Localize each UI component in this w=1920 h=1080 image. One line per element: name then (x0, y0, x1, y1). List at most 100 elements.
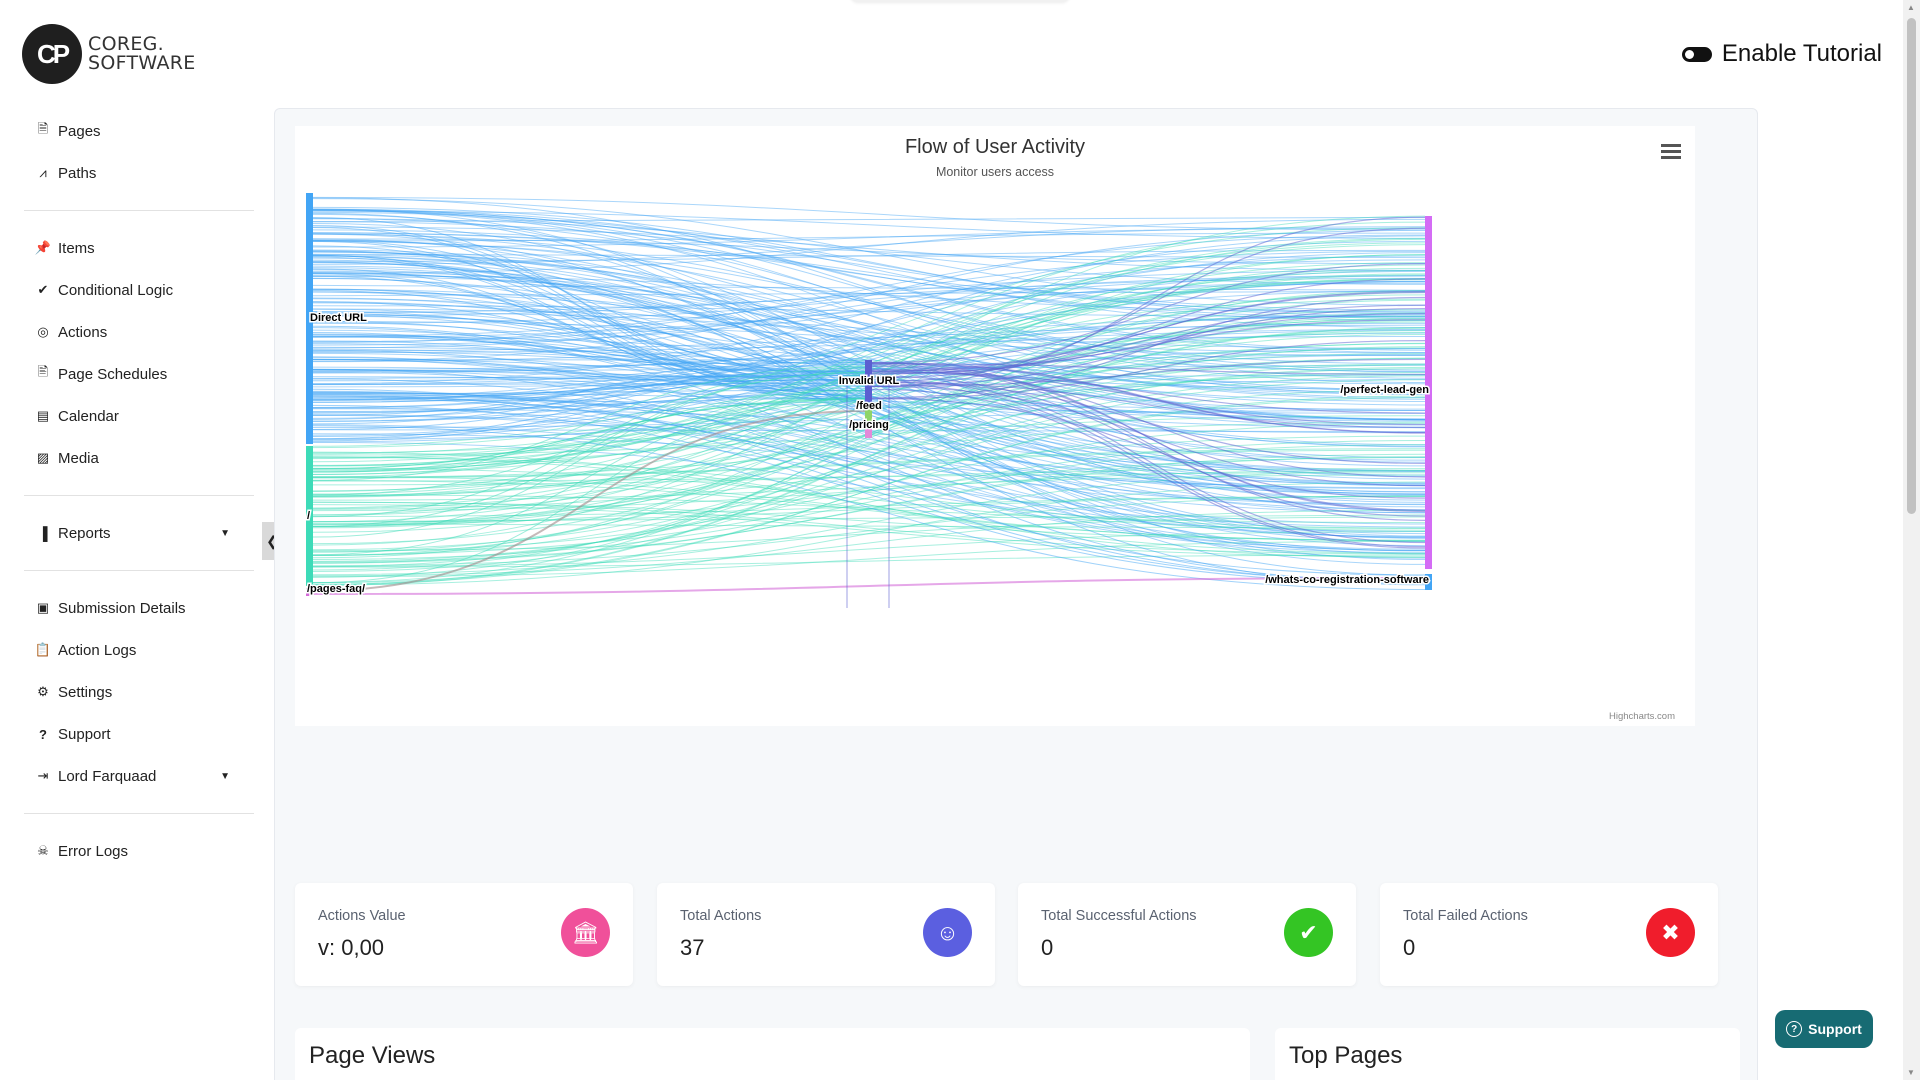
sidebar-item-pages[interactable]: 🗎 Pages (24, 110, 254, 152)
sankey-node-label: /pricing (849, 419, 889, 431)
sidebar-item-label: Action Logs (58, 641, 137, 659)
sankey-node[interactable] (1425, 216, 1432, 569)
sidebar-item-support[interactable]: ? Support (24, 713, 254, 755)
page-scrollbar[interactable]: ▲ ▼ (1903, 0, 1920, 1080)
sankey-link (312, 224, 866, 387)
sankey-node[interactable] (865, 360, 872, 402)
sankey-link (312, 308, 1426, 349)
sidebar-item-settings[interactable]: ⚙ Settings (24, 671, 254, 713)
brand-logo[interactable]: CP COREG. SOFTWARE (22, 24, 196, 84)
sidebar-item-label: Lord Farquaad (58, 767, 157, 785)
sankey-node[interactable] (306, 193, 313, 444)
sankey-link (312, 554, 1426, 568)
sankey-node[interactable] (306, 446, 313, 586)
cogs-icon: ⚙ (37, 684, 49, 699)
sankey-link (312, 254, 1426, 399)
toggle-switch-icon[interactable] (1681, 46, 1712, 62)
chart-menu-icon[interactable] (1661, 144, 1681, 162)
sankey-link (312, 501, 1426, 555)
sidebar-item-calendar[interactable]: ▤ Calendar (24, 395, 254, 437)
sankey-link (312, 494, 1426, 524)
sankey-link (871, 362, 1426, 513)
sankey-link (312, 255, 1426, 399)
user-cog-icon: ☺ (923, 908, 972, 957)
sankey-chart[interactable]: Flow of User Activity Monitor users acce… (295, 126, 1695, 726)
sankey-link (312, 369, 866, 425)
sankey-link (312, 270, 1426, 392)
sankey-link (312, 311, 1426, 354)
sidebar-item-label: Actions (58, 323, 108, 341)
sankey-link (312, 275, 1426, 313)
sidebar-item-media[interactable]: ▨ Media (24, 437, 254, 479)
sankey-link (312, 453, 1426, 564)
sidebar-item-paths[interactable]: ⩘ Paths (24, 152, 254, 194)
sankey-link (312, 358, 866, 372)
sankey-link (312, 357, 1426, 529)
chart-bar-icon: ▐ (38, 525, 48, 541)
sankey-node[interactable] (865, 423, 872, 438)
scroll-up-icon[interactable]: ▲ (1907, 3, 1915, 12)
sankey-link (312, 395, 1426, 551)
sankey-link (312, 496, 1426, 523)
sankey-link (312, 327, 1426, 586)
sankey-link (312, 275, 866, 392)
sankey-link (312, 229, 1426, 362)
support-button[interactable]: ? Support (1775, 1010, 1873, 1048)
sankey-link (312, 393, 866, 422)
sankey-link (312, 469, 1426, 512)
sankey-link (871, 339, 1426, 400)
sidebar-item-reports[interactable]: ▐ Reports ▼ (24, 512, 254, 554)
chevron-down-icon[interactable]: ▼ (220, 527, 230, 539)
support-label: Support (1808, 1021, 1862, 1037)
clipboard-icon: 📋 (34, 642, 52, 657)
sankey-link (312, 299, 1426, 578)
chevron-left-icon: ❮ (266, 532, 278, 549)
sankey-link (312, 240, 1426, 365)
sidebar-item-actions[interactable]: ◎ Actions (24, 311, 254, 353)
logo-line-1: COREG. (88, 33, 164, 55)
sankey-link (312, 395, 1426, 538)
sankey-link (312, 244, 1426, 472)
sankey-link (312, 268, 866, 401)
sankey-link (871, 262, 1426, 364)
sidebar-item-account[interactable]: ⇥ Lord Farquaad ▼ (24, 755, 254, 797)
sidebar-item-page-schedules[interactable]: 🖹 Page Schedules (24, 353, 254, 395)
sign-out-icon: ⇥ (37, 768, 49, 783)
sankey-link (312, 479, 1426, 542)
sankey-link (871, 388, 1426, 549)
sankey-plot: Direct URL / /pages-faq/Invalid URL/feed/p… (306, 193, 1432, 608)
stat-value: 37 (680, 935, 705, 960)
sankey-link (312, 509, 1426, 577)
sankey-link (312, 275, 1426, 324)
enable-tutorial-toggle[interactable]: Enable Tutorial (1681, 40, 1882, 68)
sankey-link (312, 331, 1426, 582)
sankey-node[interactable] (865, 404, 872, 421)
sidebar-item-label: Settings (58, 683, 113, 701)
sankey-labels: Direct URL / /pages-faq/Invalid URL/feed/p… (306, 311, 1431, 597)
sankey-link (312, 245, 866, 377)
chevron-down-icon[interactable]: ▼ (220, 770, 230, 782)
top-drawer-tab (850, 0, 1070, 2)
chart-credits[interactable]: Highcharts.com (1609, 711, 1675, 722)
sidebar-item-action-logs[interactable]: 📋 Action Logs (24, 629, 254, 671)
sankey-link (312, 433, 1426, 489)
sidebar-item-label: Calendar (58, 407, 119, 425)
sidebar-item-submission-details[interactable]: ▣ Submission Details (24, 587, 254, 629)
sankey-link (871, 363, 1426, 375)
sankey-link (312, 282, 1426, 338)
sankey-link (312, 394, 1426, 554)
sidebar-item-conditional-logic[interactable]: ✔ Conditional Logic (24, 269, 254, 311)
sankey-node[interactable] (1425, 574, 1432, 590)
sidebar-item-items[interactable]: 📌 Items (24, 227, 254, 269)
sidebar-item-label: Items (58, 239, 95, 257)
sankey-link (871, 319, 1426, 372)
sankey-link (312, 233, 1426, 373)
sankey-link (312, 475, 1426, 542)
sankey-link (312, 238, 1426, 265)
scrollbar-thumb[interactable] (1907, 18, 1916, 514)
sankey-link (312, 371, 866, 399)
sidebar-item-error-logs[interactable]: ☠ Error Logs (24, 830, 254, 872)
sankey-node[interactable] (306, 588, 313, 596)
scroll-down-icon[interactable]: ▼ (1907, 1068, 1915, 1077)
sankey-node-label: Direct URL (310, 312, 367, 324)
